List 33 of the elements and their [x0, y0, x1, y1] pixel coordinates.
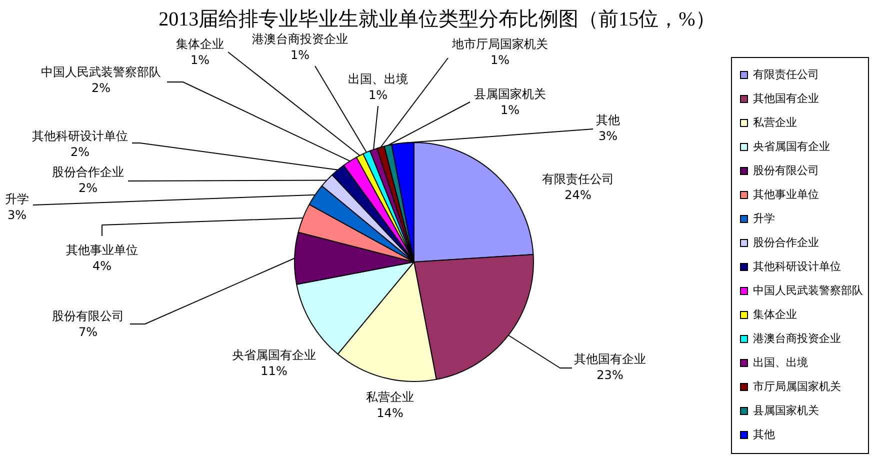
legend-label: 其他事业单位 [753, 188, 819, 201]
legend-label: 央省属国有企业 [753, 140, 830, 153]
legend-label: 私营企业 [753, 116, 797, 129]
data-label: 其他国有企业 23% [574, 352, 646, 382]
legend-label: 县属国家机关 [753, 404, 819, 417]
legend-label: 市厅局属国家机关 [753, 380, 841, 393]
legend-label: 有限责任公司 [753, 68, 819, 81]
legend-label: 股份合作企业 [753, 236, 819, 249]
data-label: 中国人民武装警察部队 2% [41, 65, 161, 96]
chart-title: 2013届给排专业毕业生就业单位类型分布比例图（前15位，%） [158, 8, 716, 30]
data-label: 集体企业 1% [176, 37, 224, 68]
legend-label: 集体企业 [753, 308, 797, 321]
data-label: 港澳台商投资企业 1% [252, 32, 348, 62]
data-label: 股份有限公司 7% [52, 309, 124, 340]
data-label: 私营企业 14% [366, 390, 414, 420]
data-label: 有限责任公司 24% [542, 172, 614, 202]
legend-label: 其他国有企业 [753, 92, 819, 105]
legend-label: 其他 [753, 428, 775, 441]
data-label: 升学 3% [5, 192, 29, 222]
data-label: 其他科研设计单位 2% [32, 129, 128, 160]
data-label: 股份合作企业 2% [52, 165, 124, 196]
data-label: 央省属国有企业 11% [232, 348, 316, 378]
legend-label: 股份有限公司 [753, 164, 819, 177]
legend-label: 升学 [753, 212, 775, 225]
legend-label: 其他科研设计单位 [753, 260, 841, 273]
data-label: 其他事业单位 4% [66, 243, 138, 274]
data-label: 出国、出境 1% [348, 72, 408, 102]
data-label: 县属国家机关 1% [474, 87, 546, 118]
data-label: 地市厅局国家机关 1% [451, 37, 548, 68]
legend-label: 港澳台商投资企业 [753, 332, 841, 345]
legend-label: 出国、出境 [753, 356, 808, 369]
data-label: 其他 3% [596, 113, 620, 144]
legend-label: 中国人民武装警察部队 [753, 284, 863, 297]
